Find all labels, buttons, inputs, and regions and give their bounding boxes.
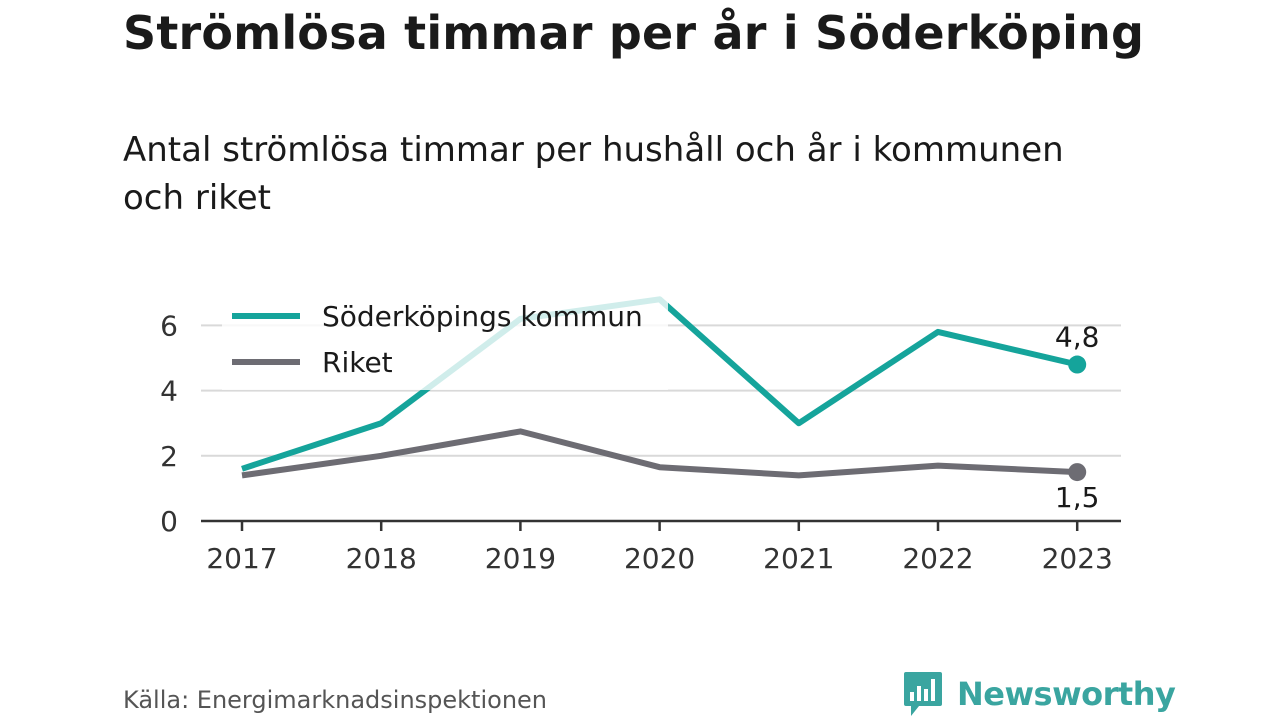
x-tick-label: 2021 (763, 542, 834, 575)
legend-label: Söderköpings kommun (322, 300, 643, 333)
end-marker (1068, 463, 1087, 482)
source-note: Källa: Energimarknadsinspektionen (123, 686, 548, 714)
end-markers: 4,8 1,5 (1055, 321, 1100, 515)
y-tick-label: 6 (160, 309, 178, 342)
end-marker (1068, 355, 1087, 374)
y-tick-label: 4 (160, 375, 178, 408)
y-tick-label: 2 (160, 440, 178, 473)
x-tick-label: 2018 (346, 542, 417, 575)
legend-background (222, 290, 668, 390)
end-value-label: 1,5 (1055, 481, 1100, 514)
x-axis: 2017 2018 2019 2020 2021 2022 2023 (201, 519, 1121, 575)
x-tick-label: 2017 (206, 542, 277, 575)
legend-label: Riket (322, 346, 393, 379)
page-title: Strömlösa timmar per år i Söderköping (123, 6, 1145, 60)
y-tick-label: 0 (160, 505, 178, 538)
end-value-label: 4,8 (1055, 321, 1100, 354)
x-tick-label: 2020 (624, 542, 695, 575)
x-tick-label: 2023 (1042, 542, 1113, 575)
bar-chart-speech-bubble-icon (904, 672, 942, 716)
series-line-riket (241, 428, 1078, 479)
brand-name: Newsworthy (957, 675, 1176, 713)
chart-subtitle: Antal strömlösa timmar per hushåll och å… (123, 130, 1064, 218)
brand-logo: Newsworthy (903, 670, 1176, 718)
y-axis-ticks: 0 2 4 6 (160, 309, 178, 538)
x-tick-label: 2019 (485, 542, 556, 575)
legend: Söderköpings kommun Riket (222, 290, 668, 390)
x-tick-label: 2022 (902, 542, 973, 575)
